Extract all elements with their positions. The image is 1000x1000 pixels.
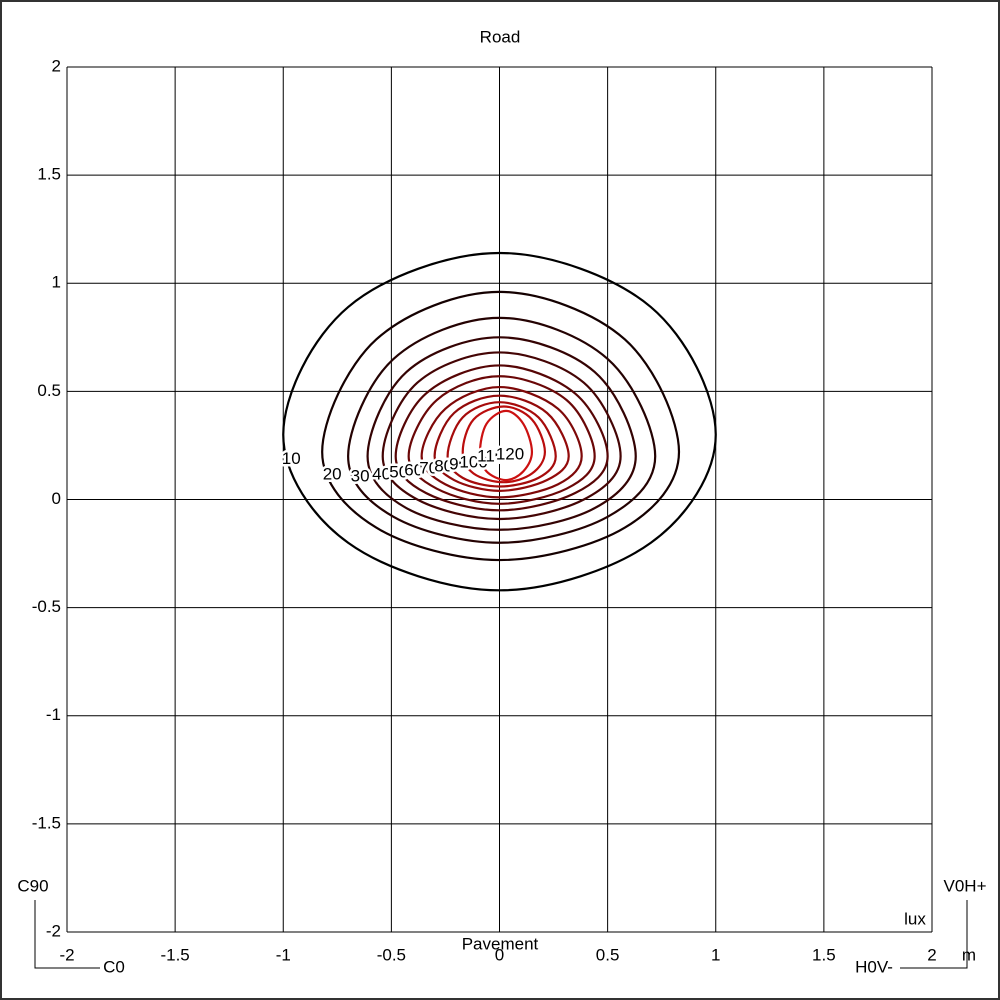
corner-axis (34, 900, 100, 969)
x-tick-label: 2 (927, 945, 936, 964)
y-tick-label: -0.5 (32, 597, 61, 616)
y-tick-label: -1.5 (32, 813, 61, 832)
contour-line (446, 401, 557, 488)
contour-label: 120 (496, 444, 524, 463)
bottom-label: Pavement (462, 934, 539, 953)
contour-line (461, 405, 547, 484)
x-tick-label: -1.5 (160, 945, 189, 964)
corner-label: H0V- (855, 957, 893, 976)
x-tick-label: 0 (495, 945, 504, 964)
x-tick-label: -1 (276, 945, 291, 964)
contour-line (407, 375, 596, 505)
plot-area: -2 -1.5 -1 -0.5 0 0.5 1 1.5 2 -2 -1.5 -1 -0.5 0 0.5 1 1.… (32, 56, 937, 964)
y-tick-label: 1 (52, 273, 61, 292)
x-tick-label: 0.5 (596, 945, 620, 964)
contour-line (394, 364, 609, 512)
unit-label: lux (904, 909, 926, 928)
contour-label: 40 (372, 465, 391, 484)
corner-axis (900, 900, 968, 969)
contour-label: 50 (389, 463, 408, 482)
contour-label: 100 (459, 453, 487, 472)
contour-line (433, 394, 570, 492)
y-tick-label: 1.5 (37, 165, 61, 184)
x-tick-label: -0.5 (377, 945, 406, 964)
contour-label: 30 (351, 467, 370, 486)
contour-label: 20 (323, 464, 342, 483)
x-tick-label: -2 (59, 945, 74, 964)
contour-label: 110 (477, 446, 504, 465)
contour-label: 10 (282, 449, 301, 468)
contour-line (420, 385, 583, 499)
unit-label: m (962, 945, 976, 964)
corner-label: C90 (17, 876, 48, 895)
y-tick-label: 0 (52, 489, 61, 508)
y-tick-label: 0.5 (37, 381, 61, 400)
contour-label: 80 (434, 457, 453, 476)
x-tick-label: 1.5 (812, 945, 836, 964)
contour-line (321, 290, 681, 562)
corner-label: V0H+ (944, 876, 987, 895)
corner-label: C0 (103, 957, 125, 976)
y-tick-label: 2 (52, 56, 61, 75)
top-label: Road (480, 27, 521, 46)
contour-line (347, 316, 657, 544)
x-tick-label: 1 (711, 945, 720, 964)
contour-line (478, 409, 534, 482)
contour-label: 60 (404, 461, 423, 480)
y-tick-label: -2 (46, 921, 61, 940)
contour-label: 70 (419, 459, 438, 478)
y-tick-label: -1 (46, 705, 61, 724)
contour-line (282, 251, 717, 592)
contour-line (366, 336, 637, 531)
contour-label: 90 (449, 455, 468, 474)
contour-line (381, 351, 622, 521)
